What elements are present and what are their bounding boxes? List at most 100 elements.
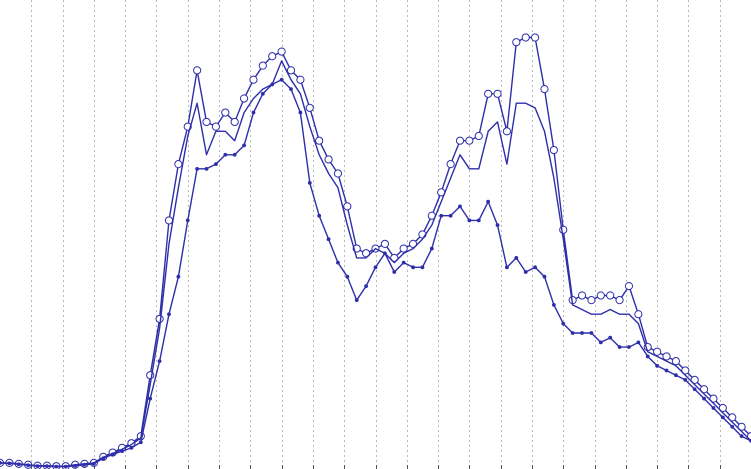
- data-point: [530, 33, 540, 42]
- data-point: [671, 357, 681, 366]
- data-point: [702, 396, 706, 401]
- data-point: [35, 464, 40, 469]
- vertical-gridlines: [31, 0, 721, 469]
- data-point: [596, 291, 605, 300]
- data-point: [495, 223, 500, 228]
- data-point: [711, 406, 716, 410]
- data-point: [343, 202, 352, 211]
- data-point: [455, 136, 465, 145]
- data-point: [615, 296, 624, 305]
- data-point: [505, 265, 509, 270]
- data-point: [739, 434, 744, 439]
- data-point: [268, 52, 277, 61]
- series-line: [0, 79, 751, 468]
- data-point: [674, 373, 678, 378]
- data-point: [401, 260, 406, 265]
- data-point: [580, 331, 584, 335]
- data-point: [627, 345, 631, 349]
- data-point: [289, 87, 293, 92]
- data-point: [230, 117, 239, 127]
- data-point: [570, 331, 575, 335]
- data-point: [251, 110, 256, 115]
- data-point: [7, 461, 12, 466]
- data-point: [533, 265, 537, 270]
- data-point: [382, 251, 387, 256]
- series-line: [0, 60, 751, 467]
- series-1: [0, 33, 751, 469]
- series-group: [0, 33, 751, 469]
- data-point: [63, 464, 68, 469]
- data-point: [484, 89, 493, 98]
- data-point: [242, 143, 246, 148]
- data-point: [336, 260, 340, 265]
- data-point: [202, 117, 211, 127]
- data-point: [718, 403, 727, 413]
- data-point: [542, 274, 547, 279]
- data-point: [54, 464, 59, 469]
- data-point: [476, 218, 481, 223]
- data-point: [157, 359, 162, 364]
- data-point: [317, 213, 322, 218]
- data-point: [420, 265, 425, 270]
- data-point: [315, 136, 324, 145]
- data-point: [82, 462, 87, 467]
- data-point: [617, 345, 622, 349]
- data-point: [439, 213, 444, 218]
- data-point: [683, 377, 688, 382]
- data-point: [399, 244, 408, 253]
- data-point: [392, 270, 397, 274]
- data-point: [286, 66, 296, 75]
- data-point: [223, 152, 228, 157]
- data-point: [279, 77, 284, 82]
- data-point: [486, 199, 491, 204]
- data-point: [45, 464, 49, 469]
- data-point: [730, 424, 735, 429]
- data-point: [214, 162, 218, 167]
- data-point: [467, 218, 472, 223]
- data-point: [598, 340, 603, 345]
- data-point: [270, 82, 275, 87]
- data-point: [185, 218, 190, 223]
- data-point: [296, 75, 305, 84]
- data-point: [692, 387, 697, 392]
- data-point: [493, 89, 502, 98]
- data-point: [390, 253, 399, 263]
- data-point: [653, 347, 662, 356]
- data-point: [448, 213, 453, 218]
- data-point: [645, 354, 650, 359]
- data-point: [164, 216, 174, 225]
- data-point: [728, 413, 737, 422]
- data-point: [634, 310, 643, 319]
- data-point: [249, 75, 258, 84]
- data-point: [174, 160, 183, 169]
- data-point: [502, 127, 512, 136]
- data-point: [624, 281, 634, 291]
- data-point: [73, 463, 77, 468]
- data-point: [258, 61, 267, 70]
- data-point: [176, 274, 181, 279]
- data-point: [664, 368, 669, 373]
- data-point: [690, 375, 699, 384]
- data-point: [138, 440, 143, 445]
- data-point: [167, 312, 171, 317]
- data-point: [465, 136, 474, 145]
- data-point: [709, 394, 718, 403]
- data-point: [148, 396, 153, 401]
- data-point: [0, 461, 2, 465]
- data-point: [326, 237, 331, 242]
- data-point: [260, 91, 265, 96]
- data-point: [681, 366, 690, 375]
- data-point: [408, 239, 418, 248]
- data-point: [305, 103, 314, 112]
- data-point: [333, 169, 343, 178]
- data-point: [211, 122, 221, 131]
- data-point: [514, 256, 519, 260]
- data-point: [364, 284, 369, 288]
- data-point: [474, 131, 483, 141]
- data-point: [549, 145, 558, 155]
- data-point: [324, 155, 333, 164]
- data-point: [204, 166, 209, 171]
- data-point: [16, 462, 21, 467]
- data-point: [551, 302, 556, 307]
- data-point: [120, 449, 124, 454]
